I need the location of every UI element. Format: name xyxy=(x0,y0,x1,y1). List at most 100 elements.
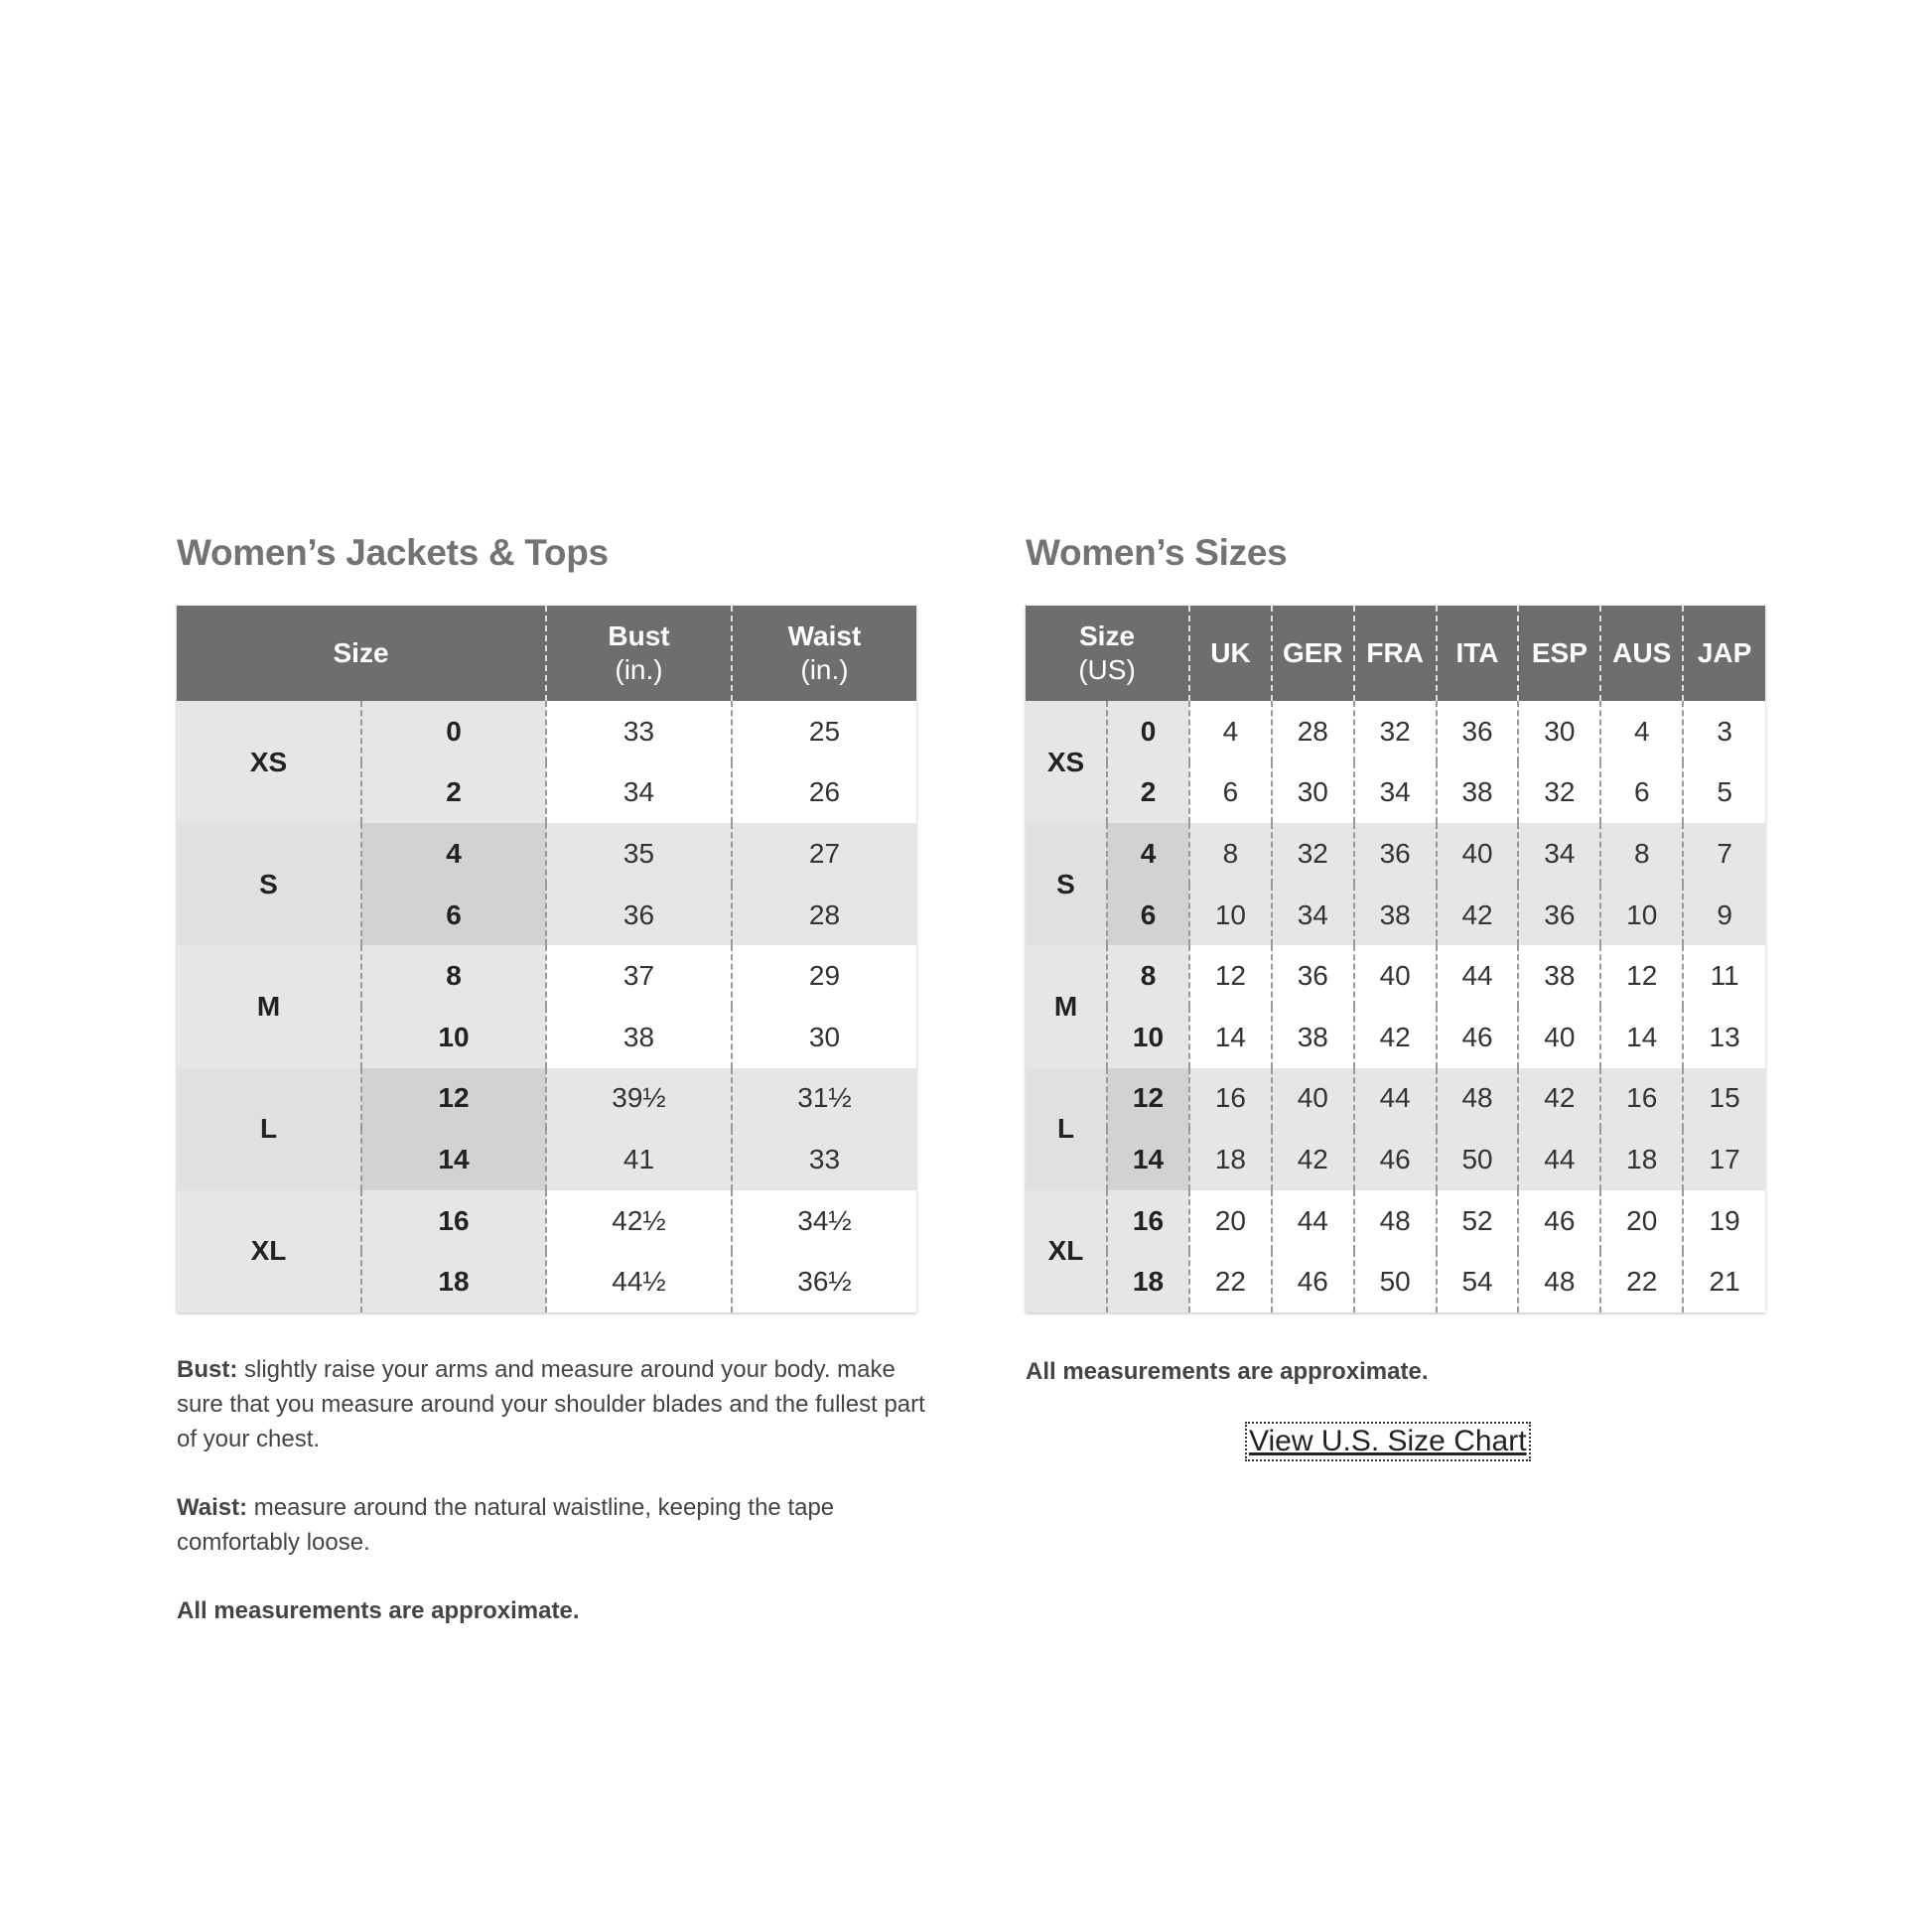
table-row: M 8 37 29 xyxy=(177,945,916,1068)
uk-cell: 8 xyxy=(1188,823,1272,885)
waist-cell: 27 xyxy=(731,823,916,885)
header-size-us: Size (US) xyxy=(1026,606,1190,701)
jap-cell: 21 xyxy=(1682,1251,1766,1312)
size-group-s: S xyxy=(177,823,361,946)
header-size-label: Size xyxy=(1078,621,1136,651)
header-ger: GER xyxy=(1270,606,1354,701)
table-row: 18 44½ 36½ xyxy=(177,1251,916,1312)
esp-cell: 30 xyxy=(1517,701,1601,762)
esp-cell: 38 xyxy=(1517,945,1601,1007)
fra-cell: 44 xyxy=(1352,1067,1437,1130)
table-row: 6 10 34 38 42 36 10 9 xyxy=(1026,884,1766,946)
header-aus: AUS xyxy=(1599,606,1684,701)
sizes-title: Women’s Sizes xyxy=(1026,532,1288,573)
ita-cell: 54 xyxy=(1435,1251,1519,1312)
aus-cell: 22 xyxy=(1599,1251,1684,1312)
aus-cell: 12 xyxy=(1599,945,1684,1007)
ger-cell: 44 xyxy=(1270,1189,1354,1252)
aus-cell: 20 xyxy=(1599,1189,1684,1252)
size-group-l: L xyxy=(1026,1067,1107,1190)
bust-cell: 35 xyxy=(545,823,732,885)
uk-cell: 14 xyxy=(1188,1006,1272,1068)
bust-cell: 37 xyxy=(545,945,732,1007)
table-row: 18 22 46 50 54 48 22 21 xyxy=(1026,1251,1766,1312)
ger-cell: 40 xyxy=(1270,1067,1354,1130)
table-row: 6 36 28 xyxy=(177,884,916,946)
ger-cell: 28 xyxy=(1270,701,1354,762)
header-uk: UK xyxy=(1188,606,1272,701)
uk-cell: 10 xyxy=(1188,884,1272,946)
ita-cell: 38 xyxy=(1435,761,1519,824)
ger-cell: 46 xyxy=(1270,1251,1354,1312)
view-us-size-chart-link[interactable]: View U.S. Size Chart xyxy=(1245,1422,1531,1461)
aus-cell: 10 xyxy=(1599,884,1684,946)
jap-cell: 9 xyxy=(1682,884,1766,946)
table-row: S 4 8 32 36 40 34 8 7 xyxy=(1026,823,1766,946)
size-group-m: M xyxy=(1026,945,1107,1068)
header-fra: FRA xyxy=(1352,606,1437,701)
table-row: 10 38 30 xyxy=(177,1006,916,1068)
jap-cell: 15 xyxy=(1682,1067,1766,1130)
header-bust-unit: (in.) xyxy=(615,654,663,685)
table-header-row: Size Bust (in.) Waist (in.) xyxy=(177,606,916,701)
table-row: 2 6 30 34 38 32 6 5 xyxy=(1026,761,1766,824)
waist-cell: 26 xyxy=(731,761,916,824)
table-row: XS 0 33 25 xyxy=(177,701,916,824)
table-row: L 12 16 40 44 48 42 16 15 xyxy=(1026,1067,1766,1190)
esp-cell: 44 xyxy=(1517,1129,1601,1190)
uk-cell: 18 xyxy=(1188,1129,1272,1190)
us-size-cell: 14 xyxy=(360,1129,546,1190)
bust-cell: 38 xyxy=(545,1006,732,1068)
jap-cell: 11 xyxy=(1682,945,1766,1007)
ger-cell: 42 xyxy=(1270,1129,1354,1190)
fra-cell: 36 xyxy=(1352,823,1437,885)
esp-cell: 32 xyxy=(1517,761,1601,824)
uk-cell: 22 xyxy=(1188,1251,1272,1312)
fra-cell: 46 xyxy=(1352,1129,1437,1190)
waist-cell: 33 xyxy=(731,1129,916,1190)
bust-note-label: Bust: xyxy=(177,1356,238,1383)
us-size-cell: 14 xyxy=(1105,1129,1190,1190)
bust-note-text: slightly raise your arms and measure aro… xyxy=(177,1356,925,1452)
bust-cell: 33 xyxy=(545,701,732,762)
waist-note-text: measure around the natural waistline, ke… xyxy=(177,1494,835,1556)
us-size-cell: 0 xyxy=(360,701,546,762)
header-esp: ESP xyxy=(1517,606,1601,701)
us-size-cell: 8 xyxy=(360,945,546,1007)
ger-cell: 38 xyxy=(1270,1006,1354,1068)
fra-cell: 40 xyxy=(1352,945,1437,1007)
fra-cell: 34 xyxy=(1352,761,1437,824)
ita-cell: 46 xyxy=(1435,1006,1519,1068)
size-group-xl: XL xyxy=(177,1189,361,1312)
us-size-cell: 18 xyxy=(360,1251,546,1312)
bust-cell: 34 xyxy=(545,761,732,824)
us-size-cell: 6 xyxy=(1105,884,1190,946)
aus-cell: 6 xyxy=(1599,761,1684,824)
ger-cell: 30 xyxy=(1270,761,1354,824)
waist-note: Waist: measure around the natural waistl… xyxy=(177,1490,931,1560)
uk-cell: 12 xyxy=(1188,945,1272,1007)
ita-cell: 40 xyxy=(1435,823,1519,885)
ita-cell: 48 xyxy=(1435,1067,1519,1130)
us-size-cell: 2 xyxy=(360,761,546,824)
header-bust: Bust (in.) xyxy=(545,606,732,701)
jap-cell: 17 xyxy=(1682,1129,1766,1190)
ita-cell: 42 xyxy=(1435,884,1519,946)
fra-cell: 48 xyxy=(1352,1189,1437,1252)
esp-cell: 46 xyxy=(1517,1189,1601,1252)
header-size: Size xyxy=(177,606,546,701)
bust-cell: 44½ xyxy=(545,1251,732,1312)
approx-note-left: All measurements are approximate. xyxy=(177,1597,580,1624)
us-size-cell: 6 xyxy=(360,884,546,946)
uk-cell: 16 xyxy=(1188,1067,1272,1130)
waist-cell: 28 xyxy=(731,884,916,946)
us-size-cell: 12 xyxy=(1105,1067,1190,1130)
us-size-cell: 16 xyxy=(360,1189,546,1252)
waist-note-label: Waist: xyxy=(177,1494,248,1521)
esp-cell: 34 xyxy=(1517,823,1601,885)
size-group-l: L xyxy=(177,1067,361,1190)
ita-cell: 52 xyxy=(1435,1189,1519,1252)
table-header-row: Size (US) UK GER FRA ITA ESP AUS JAP xyxy=(1026,606,1766,701)
bust-cell: 41 xyxy=(545,1129,732,1190)
bust-cell: 36 xyxy=(545,884,732,946)
